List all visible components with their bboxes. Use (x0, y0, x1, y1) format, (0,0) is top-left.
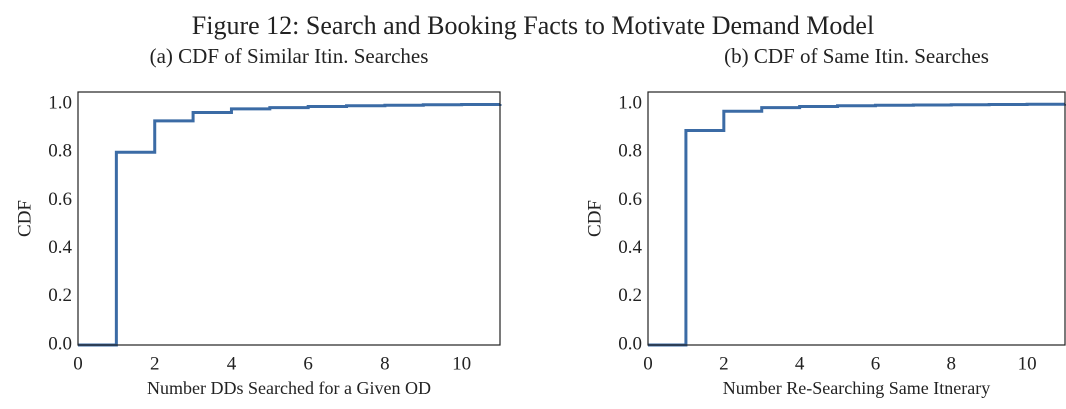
cdf-line (78, 103, 502, 347)
y-tick-label: 0.0 (618, 333, 642, 354)
x-axis-label: Number Re-Searching Same Itnerary (723, 378, 990, 398)
y-tick-label: 1.0 (48, 92, 72, 113)
y-tick-label: 0.8 (48, 141, 72, 162)
y-tick-label: 0.6 (618, 189, 642, 210)
x-tick-label: 10 (1018, 353, 1037, 374)
x-tick-label: 2 (150, 353, 160, 374)
y-axis-label: CDF (584, 200, 605, 237)
y-tick-label: 0.0 (48, 333, 72, 354)
y-tick-label: 0.4 (48, 237, 72, 258)
x-tick-label: 6 (871, 353, 881, 374)
axes-frame (77, 91, 501, 346)
x-tick-label: 8 (380, 353, 390, 374)
y-tick-label: 1.0 (618, 92, 642, 113)
x-axis-label: Number DDs Searched for a Given OD (147, 378, 431, 398)
x-tick-label: 10 (452, 353, 471, 374)
x-tick-label: 2 (719, 353, 729, 374)
axes-frame (647, 91, 1066, 346)
y-tick-label: 0.2 (618, 285, 642, 306)
x-tick-label: 8 (947, 353, 957, 374)
y-tick-label: 0.2 (48, 285, 72, 306)
chart-title: (a) CDF of Similar Itin. Searches (150, 44, 429, 68)
y-tick-label: 0.4 (618, 237, 642, 258)
x-tick-label: 0 (73, 353, 83, 374)
figure-title: Figure 12: Search and Booking Facts to M… (192, 11, 874, 40)
chart-title: (b) CDF of Same Itin. Searches (724, 44, 989, 68)
y-tick-label: 0.8 (618, 141, 642, 162)
cdf-line (648, 102, 1066, 347)
x-tick-label: 4 (795, 353, 805, 374)
y-tick-label: 0.6 (48, 189, 72, 210)
x-tick-label: 4 (227, 353, 237, 374)
y-axis-label: CDF (14, 200, 35, 237)
x-tick-label: 6 (303, 353, 313, 374)
x-tick-label: 0 (643, 353, 653, 374)
